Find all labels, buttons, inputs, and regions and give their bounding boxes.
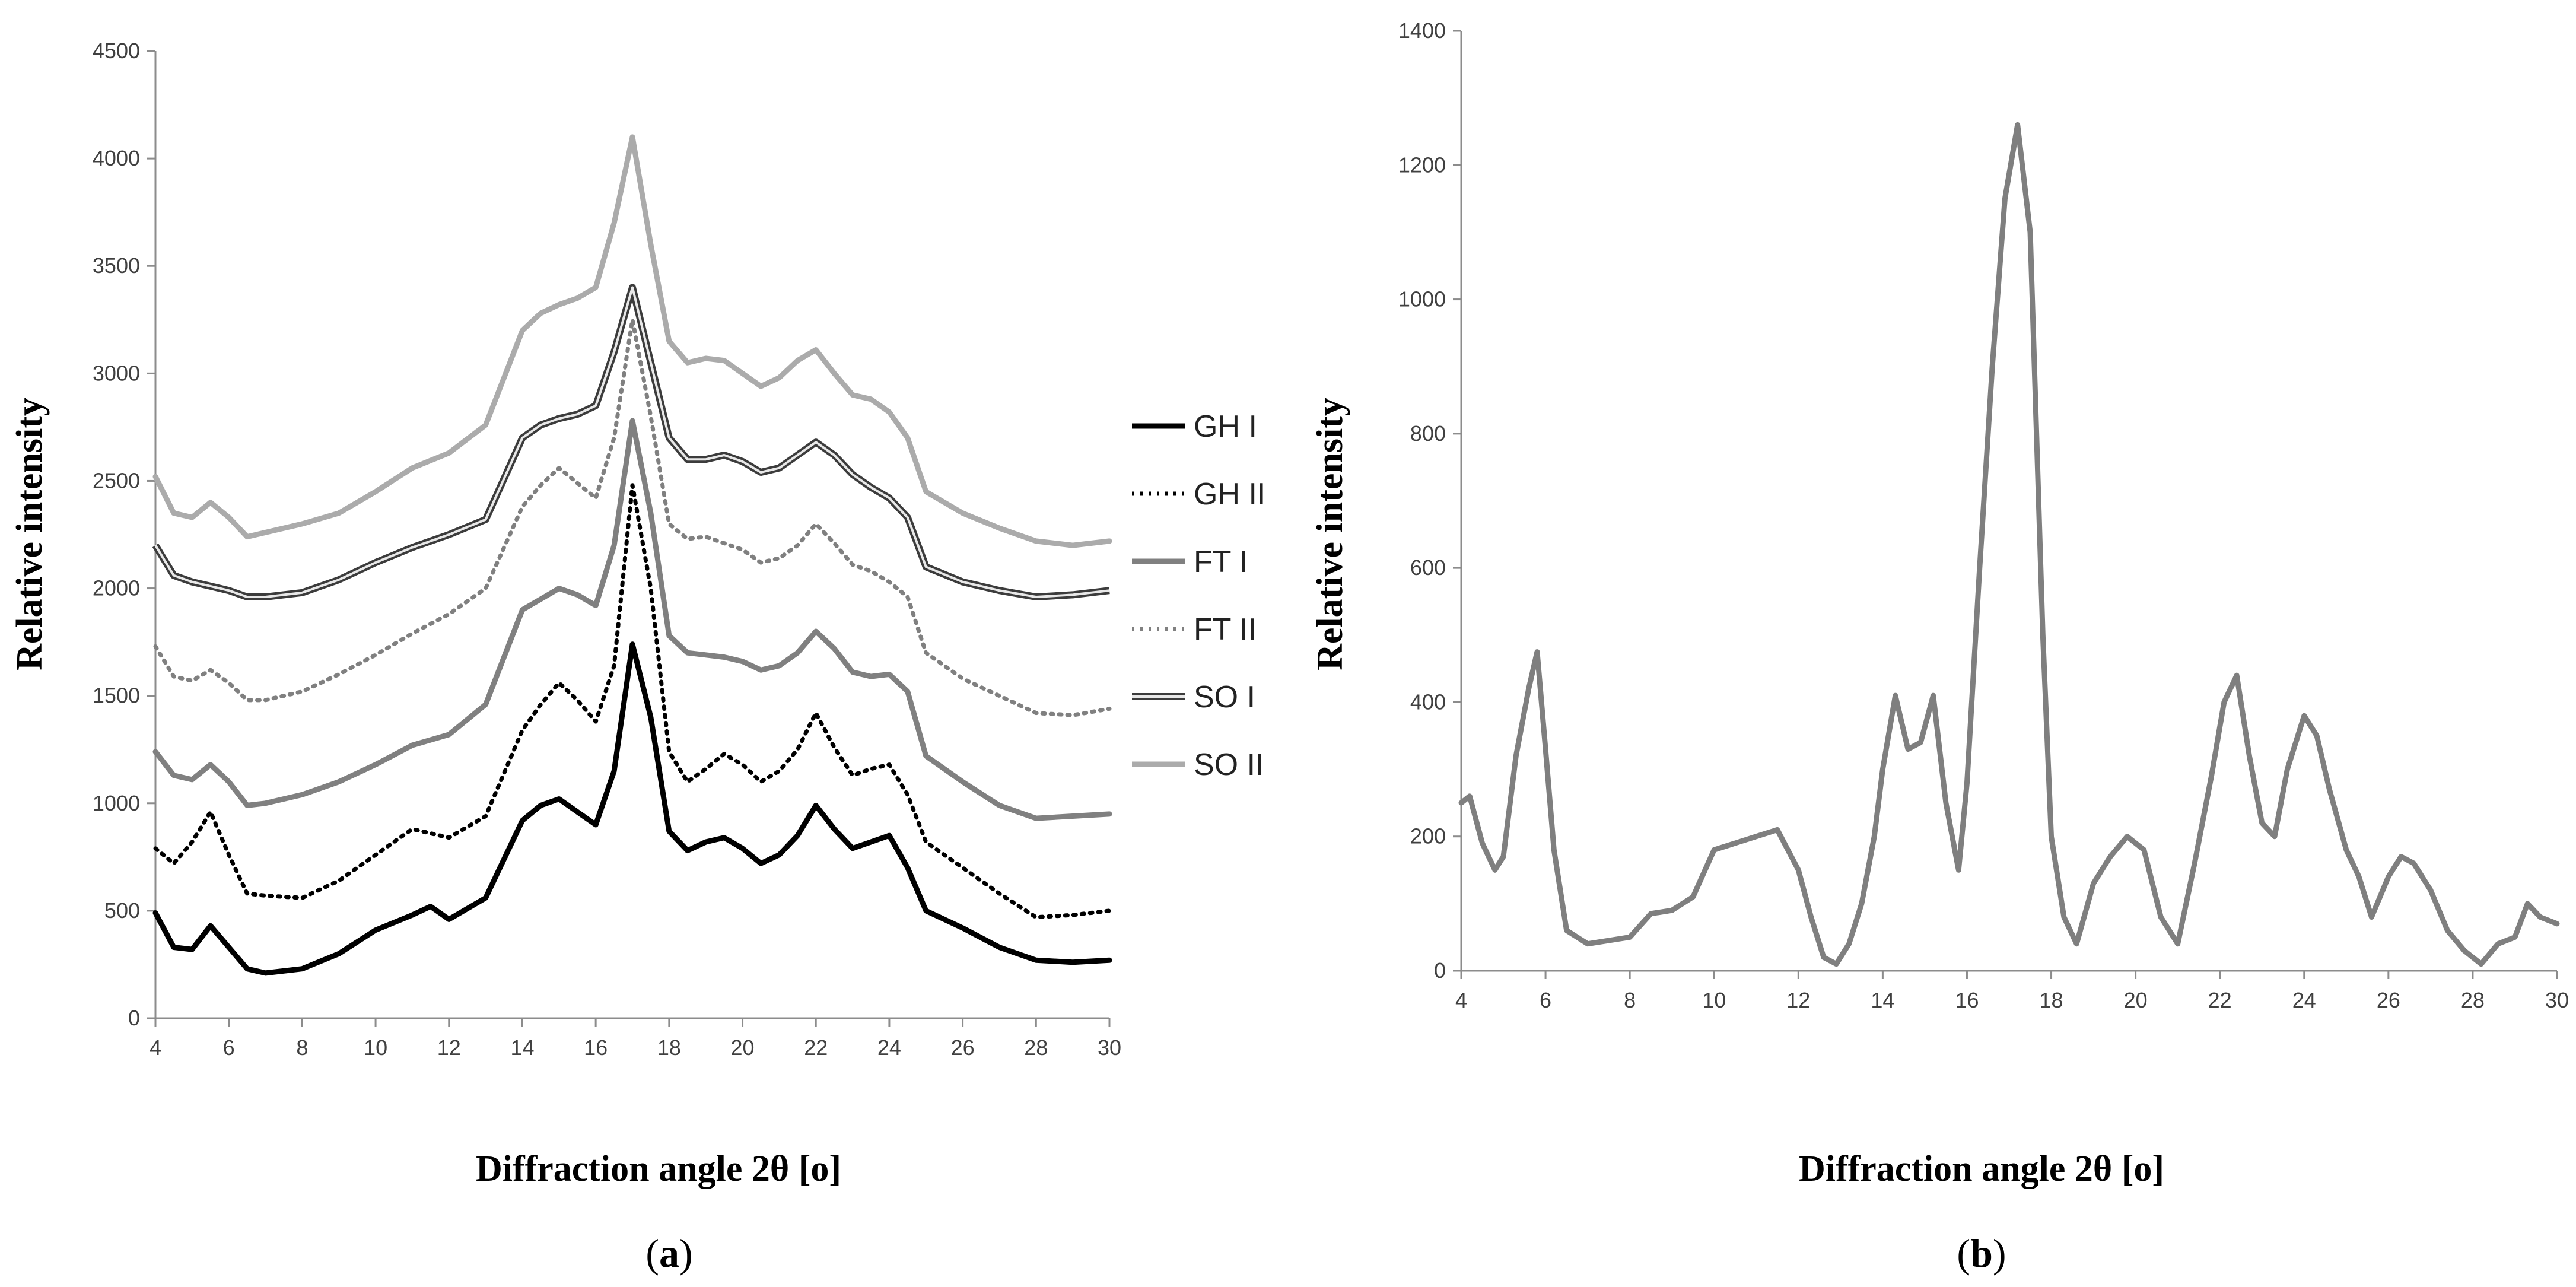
series-line-ft-ii (153, 317, 1112, 717)
x-tick-label: 8 (296, 1035, 308, 1060)
x-tick-label: 14 (1871, 988, 1894, 1012)
legend-label: GH II (1194, 477, 1265, 511)
series-line-so-ii (152, 134, 1112, 548)
y-tick-label: 1200 (1398, 152, 1446, 177)
series-line-so-i (152, 284, 1110, 600)
x-tick-label: 20 (731, 1035, 755, 1060)
series-line-so-i-inner (154, 286, 1110, 598)
x-tick-label: 10 (364, 1035, 387, 1060)
series-line-gh-ii (153, 483, 1112, 920)
x-tick-label: 4 (1455, 988, 1467, 1012)
y-tick-label: 1000 (93, 791, 140, 815)
x-tick-label: 26 (951, 1035, 975, 1060)
x-tick-label: 22 (2208, 988, 2232, 1012)
x-tick-label: 24 (2292, 988, 2316, 1012)
y-tick-label: 500 (104, 898, 140, 923)
legend-label: SO II (1194, 748, 1264, 782)
x-tick-label: 4 (150, 1035, 161, 1060)
y-tick-label: 0 (1434, 958, 1446, 983)
y-tick-label: 2500 (93, 468, 140, 492)
y-tick-label: 3000 (93, 361, 140, 385)
y-tick-label: 800 (1410, 421, 1446, 446)
x-tick-label: 8 (1624, 988, 1636, 1012)
panel-letter: a (659, 1231, 679, 1276)
x-axis-title: Diffraction angle 2θ [o] (476, 1149, 841, 1189)
y-tick-label: 200 (1410, 824, 1446, 849)
y-tick-label: 4000 (93, 146, 140, 170)
legend-label: GH I (1194, 409, 1257, 444)
x-tick-label: 16 (584, 1035, 608, 1060)
x-tick-label: 12 (1786, 988, 1810, 1012)
x-tick-label: 30 (2545, 988, 2569, 1012)
x-tick-label: 10 (1702, 988, 1726, 1012)
x-tick-label: 26 (2377, 988, 2400, 1012)
x-tick-label: 6 (223, 1035, 235, 1060)
x-tick-label: 6 (1540, 988, 1551, 1012)
y-axis-title: Relative intensity (1310, 398, 1350, 670)
series-line-difference (1458, 122, 2560, 967)
y-axis-title: Relative intensity (9, 398, 50, 670)
x-tick-label: 16 (1955, 988, 1979, 1012)
y-tick-label: 1500 (93, 684, 140, 708)
x-tick-label: 22 (804, 1035, 828, 1060)
y-tick-label: 4500 (93, 39, 140, 63)
x-tick-label: 28 (1024, 1035, 1048, 1060)
x-tick-label: 18 (657, 1035, 681, 1060)
series-line-gh-i (152, 641, 1112, 976)
legend-label: FT I (1194, 545, 1248, 579)
legend-label: FT II (1194, 612, 1257, 647)
y-tick-label: 400 (1410, 689, 1446, 714)
x-tick-label: 30 (1098, 1035, 1121, 1060)
x-tick-label: 12 (437, 1035, 461, 1060)
y-tick-label: 1400 (1398, 18, 1446, 43)
panel-label: (b) (1957, 1231, 2006, 1276)
x-tick-label: 20 (2124, 988, 2148, 1012)
y-tick-label: 3500 (93, 253, 140, 278)
panel-b-chart: 0 200 400 600 800 1000 1200 1400 4 6 8 10 12 14 16 18 20… (1310, 18, 2569, 1276)
y-tick-label: 1000 (1398, 287, 1446, 312)
x-axis-title: Diffraction angle 2θ [o] (1799, 1149, 2164, 1189)
panel-label: (a) (645, 1231, 692, 1276)
x-tick-label: 14 (510, 1035, 534, 1060)
x-tick-label: 18 (2040, 988, 2063, 1012)
panel-letter: b (1970, 1231, 1993, 1276)
panel-a-chart: 0 500 1000 1500 2000 2500 3000 3500 4000 4500 4 6 8 1… (9, 39, 1265, 1276)
y-tick-label: 600 (1410, 555, 1446, 580)
x-tick-label: 28 (2461, 988, 2485, 1012)
series-line-ft-i (152, 418, 1112, 821)
y-tick-label: 2000 (93, 576, 140, 600)
x-tick-label: 24 (877, 1035, 901, 1060)
y-tick-label: 0 (128, 1006, 140, 1030)
legend-label: SO I (1194, 680, 1255, 714)
